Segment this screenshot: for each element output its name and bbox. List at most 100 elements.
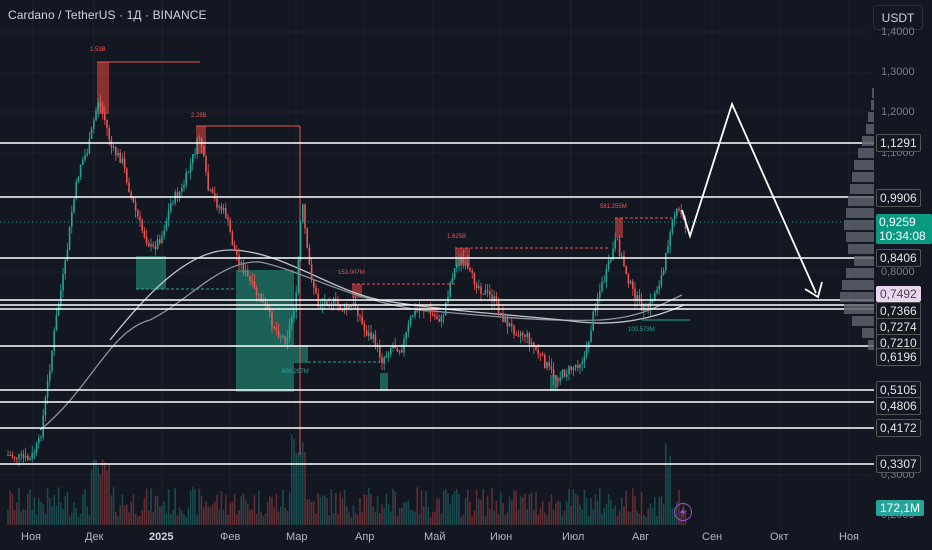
volume-bar — [214, 501, 216, 525]
volume-bar — [508, 496, 511, 525]
volume-bar — [170, 514, 172, 525]
candle-body — [152, 244, 154, 246]
candle-body — [621, 255, 623, 257]
candle-body — [106, 119, 108, 128]
candle-body — [480, 286, 482, 294]
candle-body — [544, 355, 546, 368]
volume-bar — [427, 507, 429, 525]
candle-body — [530, 342, 533, 345]
lightning-icon[interactable] — [674, 503, 692, 521]
volume-bar — [522, 497, 524, 525]
volume-bar — [352, 504, 355, 525]
candle-body — [229, 219, 231, 233]
candle-body — [471, 270, 473, 273]
candle-body — [460, 257, 462, 264]
candle-body — [16, 458, 18, 460]
candle-body — [596, 297, 599, 309]
candle-body — [222, 208, 225, 211]
volume-bar — [583, 489, 586, 525]
volume-bar — [148, 510, 150, 525]
candle-body — [97, 102, 99, 111]
candle-body — [583, 356, 586, 362]
volume-bar — [662, 503, 665, 525]
profile-bar — [848, 196, 874, 206]
volume-bar — [66, 492, 69, 525]
zone-label: 600.287M — [282, 369, 309, 375]
candle-body — [385, 355, 388, 358]
candle-body — [231, 232, 234, 246]
currency-button[interactable]: USDT — [873, 5, 923, 30]
candle-body — [275, 328, 278, 331]
volume-bar — [438, 498, 440, 525]
volume-bar — [13, 509, 16, 525]
candle-body — [577, 365, 579, 368]
volume-bar — [555, 502, 557, 525]
volume-bar — [231, 502, 234, 525]
demand-zone — [294, 345, 308, 363]
candle-body — [559, 377, 561, 382]
candle-body — [99, 102, 102, 107]
volume-bar — [9, 490, 11, 525]
volume-bar — [447, 493, 449, 525]
volume-bar — [634, 496, 636, 525]
volume-bar — [71, 512, 73, 525]
candle-body — [198, 138, 201, 140]
candle-body — [185, 172, 187, 185]
candle-body — [588, 342, 590, 348]
candle-body — [462, 257, 465, 264]
candle-body — [346, 305, 348, 310]
volume-bar — [315, 513, 317, 525]
time-tick: Сен — [702, 531, 723, 543]
volume-bar — [143, 498, 146, 525]
volume-bar — [273, 507, 275, 525]
current-price-label: 0,9259 10:34:08 — [876, 214, 932, 244]
candle-body — [79, 165, 82, 177]
demand-zone — [550, 375, 558, 391]
volume-bar — [126, 504, 128, 525]
volume-bar — [280, 506, 282, 525]
volume-bar — [473, 510, 476, 525]
volume-bar — [667, 466, 669, 525]
volume-bar — [420, 490, 423, 525]
volume-bar — [176, 515, 179, 525]
volume-bar — [163, 501, 165, 525]
volume-bar — [456, 488, 458, 525]
candle-body — [570, 366, 572, 371]
volume-bar — [568, 489, 570, 525]
candle-body — [418, 309, 421, 312]
time-tick: Фев — [220, 531, 241, 543]
candle-body — [154, 245, 157, 250]
volume-bar — [77, 516, 80, 525]
volume-bar — [244, 499, 247, 525]
candle-body — [546, 362, 548, 368]
volume-bar — [621, 497, 623, 525]
profile-bar — [850, 184, 874, 194]
profile-bar — [866, 124, 874, 134]
volume-bar — [209, 507, 212, 525]
candle-body — [678, 208, 680, 210]
profile-bar — [846, 268, 874, 278]
candle-body — [121, 158, 124, 163]
volume-bar — [60, 502, 62, 525]
level-label: 0,6196 — [876, 348, 921, 366]
volume-bar — [464, 497, 467, 525]
volume-bar — [251, 509, 253, 525]
candle-body — [372, 334, 374, 339]
candle-body — [368, 332, 370, 336]
candle-body — [167, 210, 170, 221]
candle-body — [9, 454, 11, 456]
volume-bar — [383, 508, 385, 525]
volume-bar — [46, 487, 49, 525]
candle-body — [669, 232, 671, 247]
candle-body — [255, 288, 258, 296]
symbol-title: Cardano / TetherUS · 1Д · BINANCE — [8, 8, 207, 22]
profile-bar — [854, 160, 874, 170]
volume-bar — [511, 500, 513, 525]
candle-body — [585, 347, 588, 357]
candle-body — [284, 335, 286, 344]
volume-bar — [321, 495, 324, 525]
volume-bar — [601, 513, 603, 525]
support-resistance-levels — [0, 142, 874, 465]
volume-bar — [651, 507, 654, 525]
